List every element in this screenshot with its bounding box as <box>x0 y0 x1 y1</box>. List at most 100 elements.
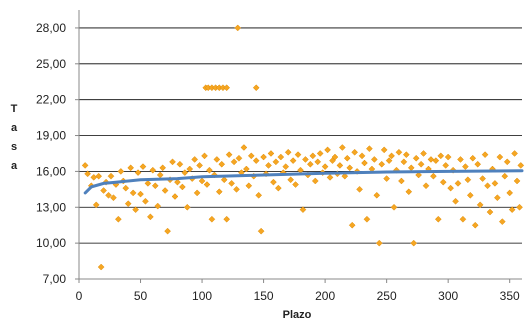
data-point <box>174 178 181 186</box>
data-point <box>375 239 383 247</box>
data-point <box>422 182 430 190</box>
data-point <box>81 162 89 169</box>
data-point <box>370 156 378 163</box>
data-point <box>479 175 486 182</box>
trend-line <box>83 169 524 195</box>
data-point <box>270 178 277 186</box>
data-point <box>243 165 250 173</box>
data-point <box>471 221 479 229</box>
data-point <box>462 163 469 170</box>
data-point <box>179 183 186 191</box>
data-point <box>193 189 201 197</box>
data-point <box>447 184 454 192</box>
data-point <box>402 151 410 159</box>
data-point <box>151 182 159 190</box>
data-point <box>336 162 344 169</box>
data-point <box>412 154 420 162</box>
data-point <box>208 215 216 223</box>
data-point <box>511 150 518 157</box>
data-point <box>159 164 167 172</box>
data-point <box>400 158 408 166</box>
data-point <box>503 158 511 166</box>
data-point <box>309 152 317 160</box>
data-point <box>144 180 152 187</box>
data-point <box>223 84 231 92</box>
data-point <box>385 157 393 164</box>
data-point <box>506 189 514 197</box>
scatter-points <box>81 24 525 271</box>
x-tick-label: 150 <box>254 289 274 303</box>
data-point <box>247 152 255 160</box>
x-tick-label: 0 <box>76 289 83 303</box>
data-point <box>459 215 467 223</box>
data-point <box>257 227 265 235</box>
data-point <box>181 169 189 176</box>
data-point <box>434 215 442 223</box>
y-tick-label: 25,00 <box>36 57 66 71</box>
data-point <box>233 185 240 193</box>
data-point <box>277 153 285 161</box>
data-point <box>282 163 290 170</box>
data-point <box>142 197 149 205</box>
data-point <box>366 145 373 153</box>
y-axis-title-letter: a <box>11 122 18 134</box>
data-point <box>439 178 447 186</box>
data-point <box>115 215 122 223</box>
data-point <box>316 150 324 157</box>
data-point <box>466 191 474 199</box>
data-point <box>223 215 231 223</box>
data-point <box>171 193 179 200</box>
data-point <box>331 153 339 161</box>
data-point <box>476 201 484 209</box>
data-point <box>437 152 445 160</box>
data-point <box>117 168 125 175</box>
data-point <box>513 177 521 185</box>
y-tick-label: 16,00 <box>36 164 66 178</box>
y-axis-title-letter: a <box>11 160 18 172</box>
data-point <box>137 190 144 198</box>
data-point <box>274 184 282 192</box>
data-point <box>444 153 452 161</box>
data-point <box>147 213 154 221</box>
data-point <box>289 157 297 164</box>
data-point <box>260 153 267 161</box>
data-point <box>234 24 242 32</box>
data-point <box>314 158 322 166</box>
data-point <box>469 154 477 162</box>
y-tick-label: 13,00 <box>36 200 66 214</box>
data-point <box>84 170 91 178</box>
data-point <box>378 160 386 168</box>
data-point <box>127 164 135 172</box>
data-point <box>498 218 506 225</box>
data-point <box>191 156 199 163</box>
data-point <box>201 152 208 160</box>
data-point <box>383 175 390 182</box>
data-point <box>496 153 504 161</box>
data-point <box>346 164 354 172</box>
data-point <box>294 151 302 159</box>
data-point <box>486 208 494 216</box>
data-point <box>442 162 450 169</box>
data-point <box>215 188 223 196</box>
data-point <box>410 239 418 247</box>
data-point <box>183 203 191 211</box>
data-point <box>430 172 437 180</box>
data-point <box>122 184 130 192</box>
y-axis-title-letter: T <box>11 103 18 115</box>
data-point <box>311 177 319 185</box>
data-point <box>176 160 184 168</box>
data-point <box>90 174 98 181</box>
data-point <box>196 162 203 169</box>
data-point <box>343 154 351 162</box>
data-point <box>124 200 132 208</box>
data-point <box>427 156 435 163</box>
data-point <box>306 160 314 168</box>
data-point <box>134 169 142 176</box>
data-point <box>501 172 509 180</box>
data-point <box>105 191 112 199</box>
data-point <box>302 156 309 163</box>
data-point <box>225 151 233 159</box>
data-point <box>454 180 462 187</box>
data-point <box>517 162 525 169</box>
